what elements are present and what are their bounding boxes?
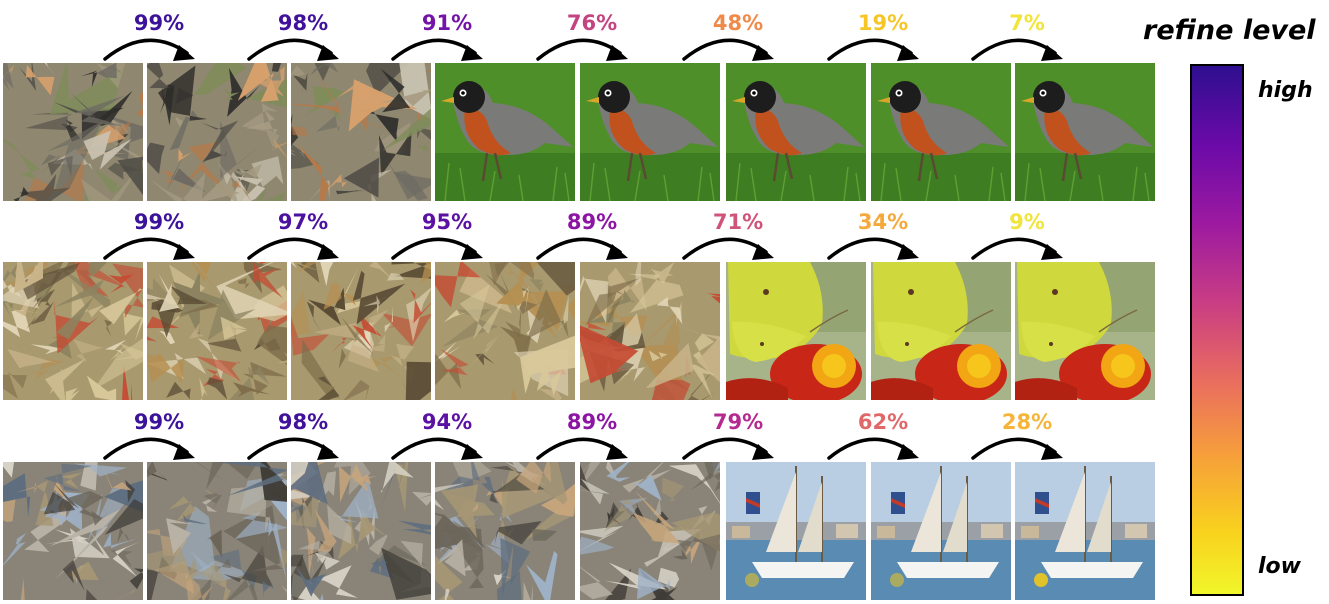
robin-step-arrow-4	[536, 31, 636, 65]
butterfly-tile-2	[147, 262, 287, 400]
boat-tile-5	[580, 462, 720, 600]
robin-tile-4	[435, 63, 575, 201]
robin-refine-percentage-1: 99%	[133, 11, 185, 35]
butterfly-refine-percentage-7: 9%	[1009, 210, 1045, 234]
boat-step-arrow-7	[971, 430, 1071, 464]
robin-step-arrow-6	[827, 31, 927, 65]
butterfly-step-arrow-3	[391, 230, 491, 264]
robin-step-arrow-1	[103, 31, 203, 65]
boat-tile-1	[3, 462, 143, 600]
butterfly-tile-1	[3, 262, 143, 400]
robin-step-arrow-2	[247, 31, 347, 65]
butterfly-step-arrow-7	[971, 230, 1071, 264]
boat-tile-8	[1015, 462, 1155, 600]
butterfly-tile-3	[291, 262, 431, 400]
boat-tile-2	[147, 462, 287, 600]
butterfly-tile-5	[580, 262, 720, 400]
butterfly-refine-percentage-4: 89%	[566, 210, 618, 234]
boat-tile-7	[871, 462, 1011, 600]
boat-tile-3	[291, 462, 431, 600]
butterfly-step-arrow-1	[103, 230, 203, 264]
boat-refine-percentage-2: 98%	[277, 410, 329, 434]
boat-refine-percentage-7: 28%	[1001, 410, 1053, 434]
boat-step-arrow-5	[682, 430, 782, 464]
butterfly-refine-percentage-5: 71%	[712, 210, 764, 234]
butterfly-step-arrow-2	[247, 230, 347, 264]
robin-tile-8	[1015, 63, 1155, 201]
boat-refine-percentage-1: 99%	[133, 410, 185, 434]
butterfly-tile-8	[1015, 262, 1155, 400]
boat-tile-6	[726, 462, 866, 600]
robin-refine-percentage-3: 91%	[421, 11, 473, 35]
boat-step-arrow-1	[103, 430, 203, 464]
robin-refine-percentage-6: 19%	[857, 11, 909, 35]
robin-refine-percentage-2: 98%	[277, 11, 329, 35]
legend-title: refine level	[1143, 15, 1316, 46]
robin-tile-5	[580, 63, 720, 201]
butterfly-tile-4	[435, 262, 575, 400]
boat-step-arrow-6	[827, 430, 927, 464]
boat-step-arrow-2	[247, 430, 347, 464]
robin-refine-percentage-4: 76%	[566, 11, 618, 35]
butterfly-refine-percentage-2: 97%	[277, 210, 329, 234]
butterfly-refine-percentage-3: 95%	[421, 210, 473, 234]
boat-refine-percentage-4: 89%	[566, 410, 618, 434]
robin-tile-1	[3, 63, 143, 201]
boat-step-arrow-3	[391, 430, 491, 464]
butterfly-tile-6	[726, 262, 866, 400]
robin-tile-7	[871, 63, 1011, 201]
boat-refine-percentage-3: 94%	[421, 410, 473, 434]
boat-refine-percentage-6: 62%	[857, 410, 909, 434]
robin-tile-2	[147, 63, 287, 201]
butterfly-step-arrow-6	[827, 230, 927, 264]
robin-refine-percentage-5: 48%	[712, 11, 764, 35]
boat-refine-percentage-5: 79%	[712, 410, 764, 434]
legend-low-label: low	[1258, 554, 1301, 579]
butterfly-step-arrow-4	[536, 230, 636, 264]
boat-tile-4	[435, 462, 575, 600]
butterfly-refine-percentage-6: 34%	[857, 210, 909, 234]
butterfly-tile-7	[871, 262, 1011, 400]
butterfly-step-arrow-5	[682, 230, 782, 264]
robin-step-arrow-3	[391, 31, 491, 65]
boat-step-arrow-4	[536, 430, 636, 464]
robin-refine-percentage-7: 7%	[1009, 11, 1045, 35]
robin-step-arrow-7	[971, 31, 1071, 65]
robin-tile-3	[291, 63, 431, 201]
refine-level-colorbar	[1190, 64, 1244, 596]
legend-high-label: high	[1258, 78, 1313, 103]
robin-tile-6	[726, 63, 866, 201]
butterfly-refine-percentage-1: 99%	[133, 210, 185, 234]
robin-step-arrow-5	[682, 31, 782, 65]
